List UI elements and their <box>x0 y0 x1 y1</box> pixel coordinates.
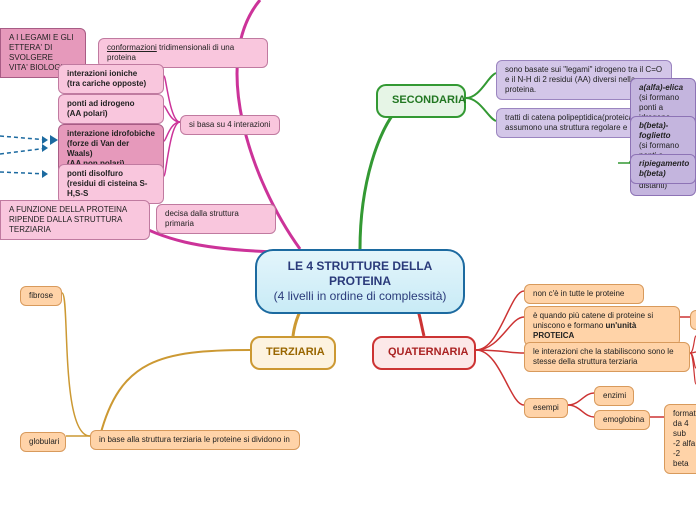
arrow-icon <box>50 135 58 145</box>
quat-n2: è quando più catene di proteine si unisc… <box>524 306 680 346</box>
terziaria-globulari: globulari <box>20 432 66 452</box>
quat-n1: non c'è in tutte le proteine <box>524 284 644 304</box>
quat-enzimi: enzimi <box>594 386 634 406</box>
primaria-basa: si basa su 4 interazioni <box>180 115 280 135</box>
primaria-int-2: ponti ad idrogeno (AA polari) <box>58 94 164 124</box>
center-subtitle: (4 livelli in ordine di complessità) <box>274 289 447 303</box>
primaria-decisa: decisa dalla struttura primaria <box>156 204 276 234</box>
terziaria-fibrose: fibrose <box>20 286 62 306</box>
primaria-int-1: interazioni ioniche (tra cariche opposte… <box>58 64 164 94</box>
center-node: LE 4 STRUTTURE DELLA PROTEINA (4 livelli… <box>255 249 465 314</box>
branch-quaternaria: QUATERNARIA <box>372 336 476 370</box>
branch-secondaria: SECONDARIA <box>376 84 466 118</box>
quat-emo-detail: formato da 4 sub -2 alfa -2 beta <box>664 404 696 474</box>
quat-emoglobina: emoglobina <box>594 410 650 430</box>
secondaria-ripiegamento: ripiegamento b(beta) <box>630 154 696 184</box>
primaria-funzione: A FUNZIONE DELLA PROTEINA RIPENDE DALLA … <box>0 200 150 240</box>
quat-esempi: esempi <box>524 398 568 418</box>
edge-secondaria <box>360 112 395 249</box>
terziaria-inbase: in base alla struttura terziaria le prot… <box>90 430 300 450</box>
primaria-int-4: ponti disolfuro (residui di cisteina S-H… <box>58 164 164 204</box>
quat-n3: le interazioni che la stabiliscono sono … <box>524 342 690 372</box>
center-title: LE 4 STRUTTURE DELLA PROTEINA <box>288 259 433 288</box>
branch-terziaria: TERZIARIA <box>250 336 336 370</box>
quat-n2r: ogni <box>690 310 696 330</box>
